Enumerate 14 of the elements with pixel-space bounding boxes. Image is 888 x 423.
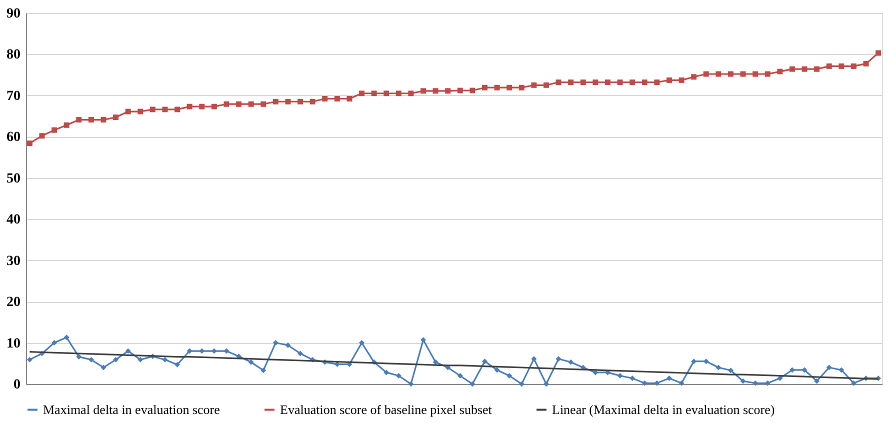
y-tick-label: 20 (6, 295, 20, 310)
legend-label: Linear (Maximal delta in evaluation score) (552, 402, 775, 417)
y-tick-label: 10 (6, 336, 20, 352)
y-tick-label: 30 (6, 254, 20, 269)
y-tick-label: 90 (6, 6, 20, 22)
y-tick-label: 0 (14, 378, 20, 392)
y-tick-label: 40 (6, 212, 20, 228)
legend-label: Evaluation score of baseline pixel subset (280, 402, 492, 417)
y-tick-label: 60 (6, 130, 20, 146)
y-tick-label: 80 (6, 48, 20, 63)
y-tick-label: 50 (6, 171, 20, 186)
line-series (28, 351, 880, 380)
y-tick-label: 70 (6, 88, 20, 104)
legend-label: Maximal delta in evaluation score (43, 402, 220, 417)
